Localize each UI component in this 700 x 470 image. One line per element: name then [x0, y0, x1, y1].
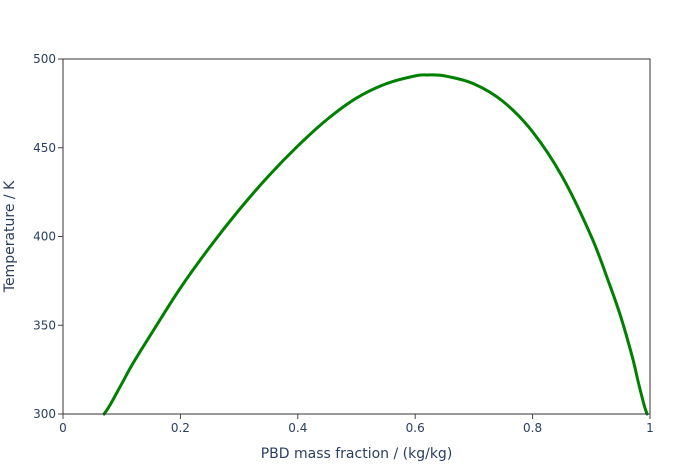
- plot-area: [63, 59, 650, 414]
- axes: 0 0.2 0.4 0.6 0.8 1 300 350 400 450 500: [33, 52, 654, 435]
- x-tick-label: 0.6: [406, 421, 425, 435]
- x-axis-title: PBD mass fraction / (kg/kg): [261, 446, 453, 462]
- y-axis-title: Temperature / K: [2, 180, 18, 293]
- y-tick-label: 450: [33, 141, 56, 155]
- x-tick-label: 1: [646, 421, 654, 435]
- y-tick-label: 400: [33, 230, 56, 244]
- y-tick-label: 500: [33, 52, 56, 66]
- series-layer: [102, 73, 649, 416]
- y-tick-label: 350: [33, 318, 56, 332]
- x-tick-label: 0.4: [288, 421, 307, 435]
- x-tick-label: 0: [59, 421, 67, 435]
- plot-background: [63, 59, 650, 414]
- x-tick-label: 0.2: [171, 421, 190, 435]
- x-tick-label: 0.8: [523, 421, 542, 435]
- y-tick-label: 300: [33, 407, 56, 421]
- series-line: [102, 73, 649, 416]
